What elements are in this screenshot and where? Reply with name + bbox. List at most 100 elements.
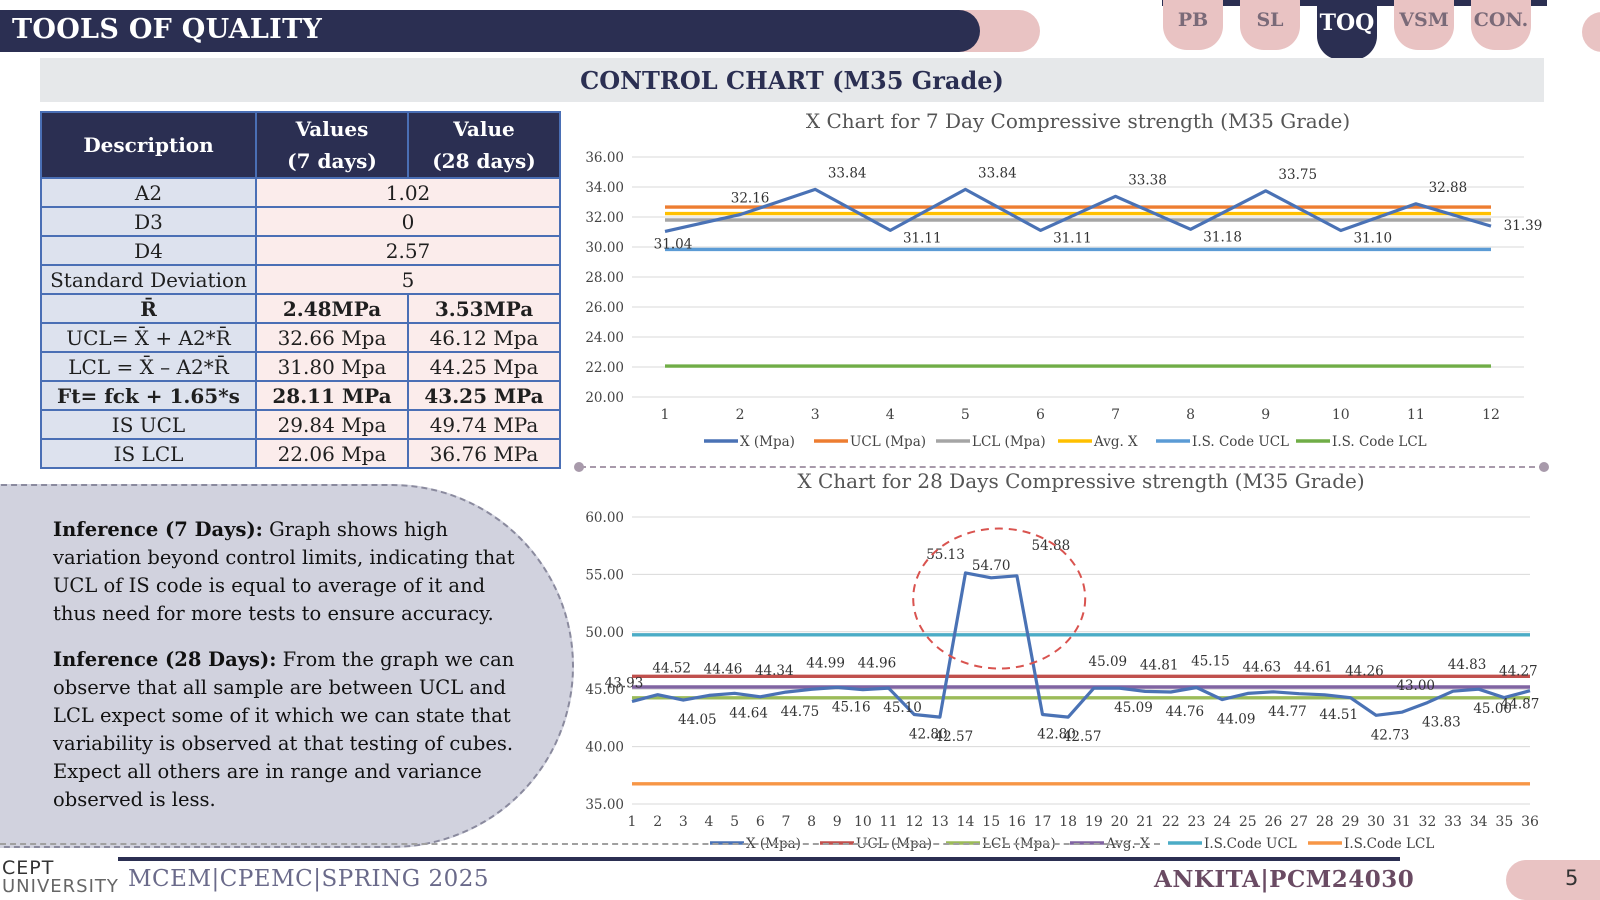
control-parameters-table: Description Values (7 days) Value (28 da…: [40, 111, 561, 469]
y-tick-label: 50.00: [585, 625, 624, 641]
tab-con[interactable]: CON.: [1471, 0, 1531, 50]
data-label: 33.84: [978, 165, 1017, 181]
chart-title: X Chart for 28 Days Compressive strength…: [797, 470, 1364, 493]
x-tick-label: 22: [1162, 814, 1180, 830]
table-cell: 29.84 Mpa: [255, 409, 409, 440]
tab-pb[interactable]: PB: [1163, 0, 1223, 50]
table-cell: 49.74 MPa: [407, 409, 561, 440]
footer-line: [118, 857, 1400, 861]
series-line-x: [631, 571, 1531, 719]
data-label: 44.76: [1165, 704, 1204, 720]
x-tick-label: 12: [905, 814, 923, 830]
y-tick-label: 32.00: [585, 210, 624, 226]
data-label: 45.09: [1089, 654, 1128, 670]
footer-author: ANKITA|PCM24030: [1154, 866, 1415, 893]
table-cell: 1.02: [255, 177, 561, 208]
table-cell: 3.53MPa: [407, 293, 561, 324]
x-tick-label: 10: [854, 814, 872, 830]
table-row: R̄ 2.48MPa 3.53MPa: [40, 293, 561, 324]
data-label: 44.83: [1448, 657, 1487, 673]
legend-entry: LCL (Mpa): [972, 434, 1046, 450]
x-tick-label: 7: [1111, 407, 1120, 423]
table-cell: 31.80 Mpa: [255, 351, 409, 382]
data-label: 44.64: [729, 705, 768, 721]
inference-28-days-label: Inference (28 Days):: [53, 648, 277, 671]
x-tick-label: 8: [1186, 407, 1195, 423]
data-label: 44.77: [1268, 704, 1307, 720]
header-value-28-days: Value (28 days): [407, 111, 561, 179]
data-label: 42.73: [1371, 727, 1410, 743]
chart-7-day: X Chart for 7 Day Compressive strength (…: [585, 109, 1542, 450]
data-label: 45.00: [1473, 701, 1512, 717]
x-tick-label: 16: [1008, 814, 1026, 830]
legend-entry: X (Mpa): [740, 434, 795, 450]
x-tick-label: 31: [1393, 814, 1411, 830]
inference-28-days-text: From the graph we can observe that all s…: [53, 648, 515, 811]
table-cell: 28.11 MPa: [255, 380, 409, 411]
x-tick-label: 35: [1495, 814, 1513, 830]
data-label: 42.57: [1063, 729, 1102, 745]
x-tick-label: 5: [730, 814, 739, 830]
tab-vsm[interactable]: VSM: [1394, 0, 1454, 50]
table-cell: 44.25 Mpa: [407, 351, 561, 382]
bottom-rule: [0, 843, 1160, 845]
tab-sl[interactable]: SL: [1240, 0, 1300, 50]
logo-university: UNIVERSITY: [2, 876, 119, 897]
x-tick-label: 11: [1407, 407, 1425, 423]
table-row: Ft= fck + 1.65*s 28.11 MPa 43.25 MPa: [40, 380, 561, 411]
data-label: 45.10: [883, 700, 922, 716]
y-tick-label: 40.00: [585, 740, 624, 756]
data-label: 31.10: [1353, 231, 1392, 247]
data-label: 31.18: [1203, 229, 1242, 245]
x-tick-label: 5: [961, 407, 970, 423]
x-tick-label: 13: [931, 814, 949, 830]
inference-7-days-text: Graph shows high variation beyond contro…: [53, 518, 515, 625]
data-label: 44.46: [704, 661, 743, 677]
data-label: 42.80: [1037, 726, 1076, 742]
x-tick-label: 6: [1036, 407, 1045, 423]
data-label: 31.11: [1053, 230, 1092, 246]
data-label: 44.61: [1294, 660, 1333, 676]
y-tick-label: 36.00: [585, 150, 624, 166]
table-cell: 2.57: [255, 235, 561, 266]
y-tick-label: 55.00: [585, 567, 624, 583]
data-label: 44.05: [678, 712, 717, 728]
x-tick-label: 2: [653, 814, 662, 830]
data-label: 44.96: [858, 656, 897, 672]
data-label: 45.09: [1114, 700, 1153, 716]
table-row: D4 2.57: [40, 235, 561, 266]
table-cell: D4: [40, 235, 257, 266]
data-label: 44.34: [755, 663, 794, 679]
x-tick-label: 20: [1111, 814, 1129, 830]
data-label: 33.38: [1128, 172, 1167, 188]
header-values-7-days: Values (7 days): [255, 111, 409, 179]
table-cell: LCL = X̄ – A2*R̄: [40, 351, 257, 382]
data-label: 54.88: [1032, 538, 1071, 554]
x-tick-label: 19: [1085, 814, 1103, 830]
inference-7-days: Inference (7 Days): Graph shows high var…: [53, 516, 523, 628]
data-label: 44.75: [781, 704, 820, 720]
table-row: Standard Deviation 5: [40, 264, 561, 295]
series-line-x: [664, 187, 1492, 233]
table-row: D3 0: [40, 206, 561, 237]
table-cell: Ft= fck + 1.65*s: [40, 380, 257, 411]
data-label: 43.83: [1422, 715, 1461, 731]
table-cell: A2: [40, 177, 257, 208]
chart-28-day: X Chart for 28 Days Compressive strength…: [585, 470, 1539, 852]
table-cell: 32.66 Mpa: [255, 322, 409, 353]
tab-toq[interactable]: TOQ: [1317, 0, 1377, 60]
table-row: UCL= X̄ + A2*R̄ 32.66 Mpa 46.12 Mpa: [40, 322, 561, 353]
section-title: CONTROL CHART (M35 Grade): [580, 66, 1004, 95]
inference-7-days-label: Inference (7 Days):: [53, 518, 263, 541]
x-tick-label: 4: [705, 814, 714, 830]
data-label: 45.16: [832, 699, 871, 715]
y-tick-label: 30.00: [585, 240, 624, 256]
table-cell: Standard Deviation: [40, 264, 257, 295]
table-cell: R̄: [40, 293, 257, 324]
section-band: [40, 58, 1544, 102]
data-label: 54.70: [972, 558, 1011, 574]
table-cell: D3: [40, 206, 257, 237]
x-tick-label: 21: [1136, 814, 1154, 830]
table-cell: 22.06 Mpa: [255, 438, 409, 469]
data-label: 44.52: [652, 661, 691, 677]
